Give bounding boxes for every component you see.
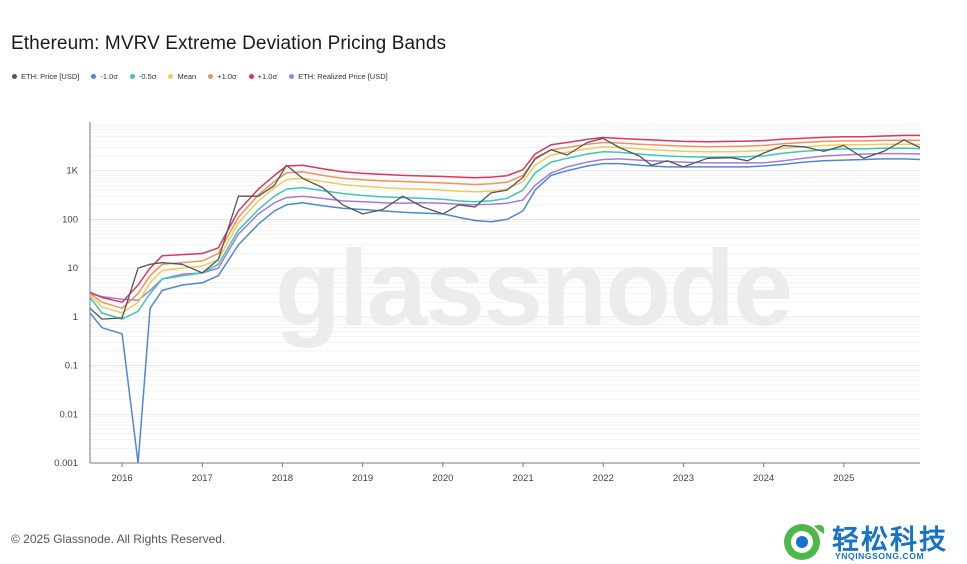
copyright-footer: © 2025 Glassnode. All Rights Reserved. <box>11 532 226 546</box>
chart-title: Ethereum: MVRV Extreme Deviation Pricing… <box>11 33 447 54</box>
series-line-6 <box>90 137 920 320</box>
series-line-1 <box>90 158 920 463</box>
legend-label: ETH: Realized Price [USD] <box>298 72 388 81</box>
y-tick-label: 0.1 <box>65 361 78 372</box>
y-tick-label: 1 <box>73 312 78 323</box>
x-tick-label: 2019 <box>352 473 373 484</box>
legend-dot-icon <box>248 74 254 79</box>
chart-area: 1K 100 10 1 0.1 0.01 0.001 glassnode 2016 2017 201… <box>54 122 920 484</box>
x-tick-label: 2018 <box>272 473 293 484</box>
x-tick-label: 2021 <box>512 473 533 484</box>
legend-dot-icon <box>289 74 295 79</box>
watermark: glassnode <box>275 227 791 348</box>
series-line-0 <box>90 152 920 301</box>
y-tick-label: 100 <box>62 214 78 225</box>
brand-name-cn: 轻松科技 <box>832 525 948 556</box>
x-tick-label: 2020 <box>432 473 453 484</box>
x-tick-label: 2022 <box>593 473 614 484</box>
legend-dot-icon <box>129 74 135 79</box>
legend-item-1[interactable]: -1.0σ <box>91 72 118 81</box>
y-tick-label: 10 <box>67 263 78 274</box>
legend-dot-icon <box>168 74 174 79</box>
legend-item-2[interactable]: -0.5σ <box>129 72 157 81</box>
brand-logo-icon <box>784 524 825 560</box>
legend-label: +1.0σ <box>217 72 237 81</box>
legend-label: -0.5σ <box>138 72 157 81</box>
series-line-2 <box>90 147 920 320</box>
brand-badge: 轻松科技 YNQINGSONG.COM <box>780 518 965 562</box>
x-tick-label: 2016 <box>112 473 133 484</box>
legend-label: Mean <box>177 72 197 81</box>
x-tick-label: 2025 <box>833 473 854 484</box>
chart-legend: ETH: Price [USD] -1.0σ -0.5σ Mean +1.0σ +1.0σ… <box>12 72 388 81</box>
legend-item-4[interactable]: +1.0σ <box>208 72 237 81</box>
x-tick-label: 2023 <box>673 473 694 484</box>
legend-item-6[interactable]: ETH: Realized Price [USD] <box>289 72 388 81</box>
series-line-4 <box>90 139 920 310</box>
series-line-5 <box>90 134 920 303</box>
legend-dot-icon <box>12 74 17 79</box>
legend-dot-icon <box>208 74 214 79</box>
x-tick-label: 2024 <box>753 473 774 484</box>
x-tick-label: 2017 <box>192 473 213 484</box>
legend-item-5[interactable]: +1.0σ <box>248 72 278 81</box>
legend-dot-icon <box>91 74 97 79</box>
legend-label: -1.0σ <box>100 72 118 81</box>
legend-label: +1.0σ <box>257 72 278 81</box>
brand-name-en: YNQINGSONG.COM <box>835 551 925 561</box>
y-tick-label: 0.01 <box>60 409 79 420</box>
series-line-3 <box>90 143 920 314</box>
legend-item-0[interactable]: ETH: Price [USD] <box>12 72 79 81</box>
legend-label: ETH: Price [USD] <box>21 72 80 81</box>
legend-item-3[interactable]: Mean <box>168 72 196 81</box>
y-tick-label: 0.001 <box>54 458 78 469</box>
y-tick-label: 1K <box>66 166 78 177</box>
